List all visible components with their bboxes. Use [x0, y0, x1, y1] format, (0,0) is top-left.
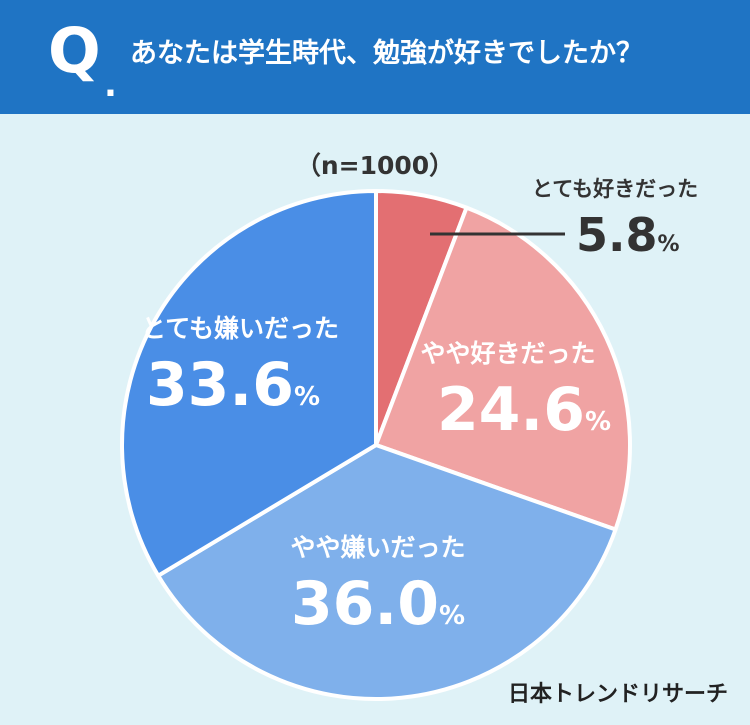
q-mark: Q — [48, 14, 101, 87]
pie-slice-2 — [374, 205, 632, 532]
q-dot: . — [104, 65, 117, 105]
question-title: あなたは学生時代、勉強が好きでしたか？ — [130, 38, 643, 69]
slice-value-4: 33.6% — [146, 350, 320, 420]
slice-value-1: 5.8% — [576, 208, 680, 262]
header-banner: Q . あなたは学生時代、勉強が好きでしたか？ — [0, 0, 750, 114]
brand-logo-text: 日本トレンドリサーチ — [507, 682, 728, 707]
slice-label-3: やや嫌いだった — [290, 533, 465, 562]
slice-label-1: とても好きだった — [532, 177, 698, 201]
slice-value-3: 36.0% — [291, 569, 465, 639]
slice-value-2: 24.6% — [437, 375, 611, 445]
sample-size-label: （n=1000） — [295, 151, 455, 180]
pie-slice-4 — [120, 189, 378, 578]
slice-label-4: とても嫌いだった — [141, 314, 339, 343]
slice-label-2: やや好きだった — [420, 339, 595, 368]
